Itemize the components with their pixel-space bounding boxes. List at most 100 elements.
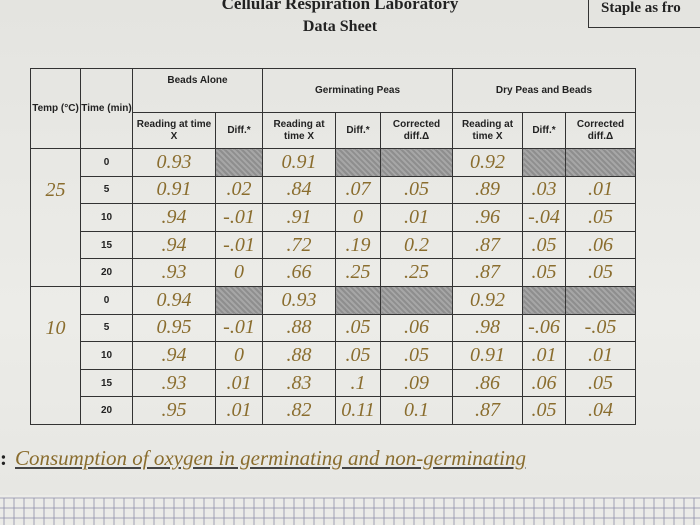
table-row: 10.94 -.01.91 0.01.96 -.04.05 (31, 203, 636, 232)
time-cell: 5 (80, 313, 133, 343)
reading-cell: 0.93 (132, 148, 216, 177)
shaded-cell (522, 285, 566, 315)
sub-header: Reading at time X (132, 112, 216, 149)
reading-cell: 0 (215, 341, 263, 370)
sub-header: Diff.* (215, 112, 263, 149)
reading-cell: -.01 (215, 230, 263, 260)
reading-cell: .94 (132, 203, 216, 232)
reading-cell: .89 (452, 175, 523, 205)
time-cell: 0 (80, 285, 133, 315)
table-row: 10 0 0.94 0.93 0.92 (30, 285, 636, 425)
reading-cell: .87 (452, 396, 523, 425)
sub-header: Corrected diff.Δ (380, 112, 453, 149)
reading-cell: 0.91 (132, 175, 216, 205)
reading-cell: .07 (335, 175, 381, 205)
reading-cell: .96 (452, 203, 523, 232)
table-row: 20.95.01.82 0.11 0.1.87.05.04 (31, 396, 636, 425)
group-header: Dry Peas and Beads (452, 68, 636, 113)
time-cell: 5 (80, 175, 133, 205)
reading-cell: .01 (565, 175, 636, 205)
time-cell: 15 (80, 230, 133, 260)
reading-cell: .01 (565, 341, 636, 370)
reading-cell: .88 (262, 341, 336, 370)
reading-cell: .03 (522, 175, 566, 205)
reading-cell: .1 (335, 368, 381, 398)
time-cell: 20 (80, 258, 133, 287)
temp-cell: 25 (30, 148, 81, 287)
table-row: 5 0.91.02.84.07.05.89.03.01 (31, 175, 636, 205)
reading-cell: 0.91 (452, 341, 523, 370)
reading-cell: .05 (565, 368, 636, 398)
table-row: 5 0.95 -.01.88.05.06.98 -.06 -.05 (31, 313, 636, 343)
reading-cell: .95 (132, 396, 216, 425)
reading-cell: .72 (262, 230, 336, 260)
reading-cell: .05 (335, 313, 381, 343)
reading-cell: .94 (132, 341, 216, 370)
reading-cell: .04 (565, 396, 636, 425)
reading-cell: .05 (565, 203, 636, 232)
reading-cell: .06 (522, 368, 566, 398)
shaded-cell (335, 285, 381, 315)
sub-header: Corrected diff.Δ (565, 112, 636, 149)
group-header: Beads Alone (132, 68, 263, 113)
sub-header: Reading at time X (262, 112, 336, 149)
group-header: Germinating Peas (262, 68, 453, 113)
reading-cell: -.05 (565, 313, 636, 343)
reading-cell: -.06 (522, 313, 566, 343)
sub-header: Diff.* (335, 112, 381, 149)
reading-cell: .05 (522, 258, 566, 287)
reading-cell: .06 (380, 313, 453, 343)
reading-cell: .05 (522, 396, 566, 425)
answer-label: : (0, 446, 7, 470)
staple-note: Staple as fro (588, 0, 700, 28)
table-row: 20.93 0.66.25.25.87.05.05 (31, 258, 636, 287)
reading-cell: 0.91 (262, 148, 336, 177)
reading-cell: 0.95 (132, 313, 216, 343)
answer-text: Consumption of oxygen in germinating and… (15, 446, 526, 470)
reading-cell: -.01 (215, 313, 263, 343)
graph-paper (0, 495, 700, 525)
reading-cell: .25 (335, 258, 381, 287)
reading-cell: 0 (215, 258, 263, 287)
reading-cell: 0.94 (132, 285, 216, 315)
reading-cell: .05 (380, 341, 453, 370)
shaded-cell (522, 148, 566, 177)
time-cell: 15 (80, 368, 133, 398)
reading-cell: .06 (565, 230, 636, 260)
reading-cell: .19 (335, 230, 381, 260)
sub-header: Reading at time X (452, 112, 523, 149)
table-row: 25 0 0.93 0.91 0.92 (30, 148, 636, 287)
data-table: Temp (°C) Time (min) Beads Alone Germina… (30, 68, 636, 425)
reading-cell: .01 (522, 341, 566, 370)
time-cell: 10 (80, 341, 133, 370)
reading-cell: .01 (380, 203, 453, 232)
reading-cell: .25 (380, 258, 453, 287)
shaded-cell (215, 285, 263, 315)
table-body: 25 0 0.93 0.91 0.92 5 0.91.02.84.07.05.89.03.0… (30, 148, 636, 425)
reading-cell: .02 (215, 175, 263, 205)
shaded-cell (380, 285, 453, 315)
reading-cell: 0 (335, 203, 381, 232)
subtitle: Data Sheet (302, 18, 378, 35)
reading-cell: 0.92 (452, 285, 523, 315)
time-cell: 0 (80, 148, 133, 177)
reading-cell: .05 (380, 175, 453, 205)
shaded-cell (215, 148, 263, 177)
reading-cell: .93 (132, 368, 216, 398)
time-cell: 20 (80, 396, 133, 425)
reading-cell: 0.93 (262, 285, 336, 315)
reading-cell: 0.2 (380, 230, 453, 260)
reading-cell: .91 (262, 203, 336, 232)
title: Cellular Respiration Laboratory (221, 0, 459, 13)
reading-cell: .94 (132, 230, 216, 260)
reading-cell: 0.1 (380, 396, 453, 425)
reading-cell: .86 (452, 368, 523, 398)
time-cell: 10 (80, 203, 133, 232)
table-row: 10.94 0.88.05.05 0.91.01.01 (31, 341, 636, 370)
temp-header: Temp (°C) (30, 68, 81, 149)
table-row: 15.94 -.01.72.19 0.2.87.05.06 (31, 230, 636, 260)
reading-cell: .09 (380, 368, 453, 398)
reading-cell: .82 (262, 396, 336, 425)
table-row: 15.93.01.83.1.09.86.06.05 (31, 368, 636, 398)
